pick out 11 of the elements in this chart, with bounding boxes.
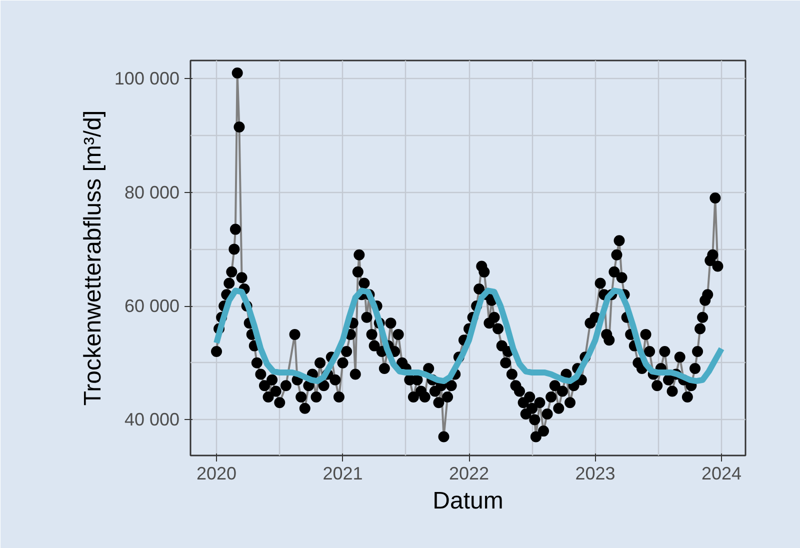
x-tick-label: 2021 <box>322 464 363 484</box>
x-tick-label: 2024 <box>701 464 742 484</box>
x-tick-label: 2020 <box>196 464 237 484</box>
y-tick-label: 40 000 <box>124 410 180 430</box>
x-tick-label: 2022 <box>448 464 490 484</box>
x-tick-label: 2023 <box>575 464 616 484</box>
x-axis-title: Datum <box>432 488 504 514</box>
y-axis-title: Trockenwetterabfluss [m³/d] <box>79 110 106 406</box>
y-tick-label: 60 000 <box>124 296 180 316</box>
y-tick-label: 80 000 <box>124 182 180 202</box>
y-tick-label: 100 000 <box>114 68 180 89</box>
